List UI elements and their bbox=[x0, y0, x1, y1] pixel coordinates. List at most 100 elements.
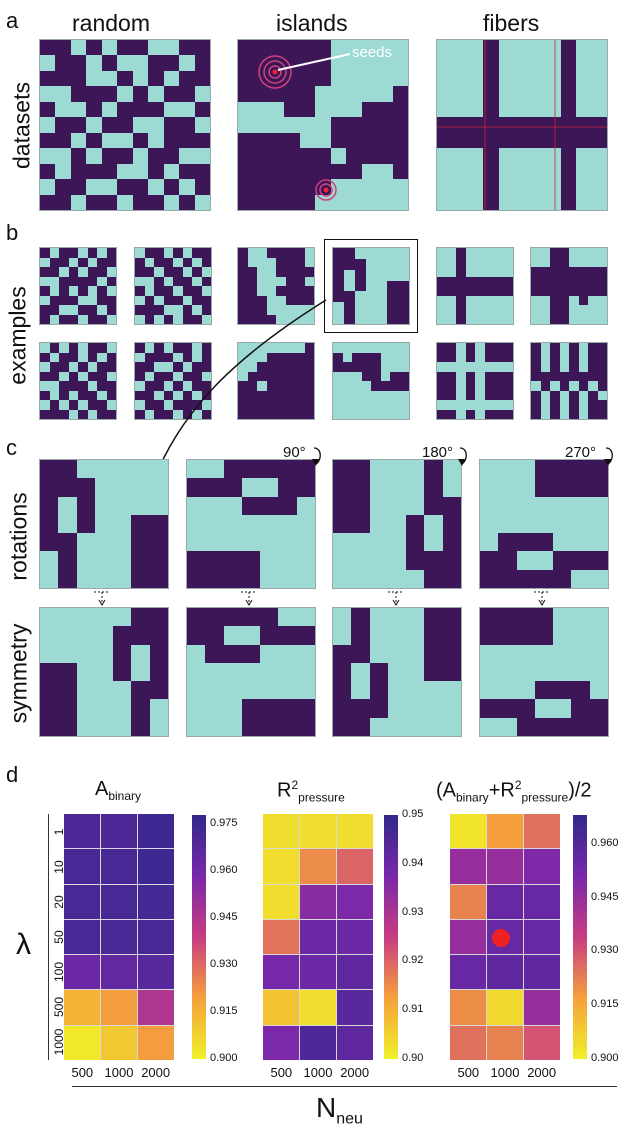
heatmap-cell bbox=[263, 1025, 299, 1060]
flip-arrow-icon-3 bbox=[388, 591, 404, 606]
colorbar-abinary bbox=[192, 815, 206, 1059]
heatmap-cell bbox=[337, 1025, 373, 1060]
heatmap-cell bbox=[138, 849, 174, 884]
heatmap-r2pressure bbox=[263, 814, 373, 1060]
title-post: )/2 bbox=[568, 779, 592, 802]
nneu-tick-label: 2000 bbox=[527, 1065, 557, 1080]
heatmap-cell bbox=[300, 884, 336, 919]
heatmap-cell bbox=[487, 990, 523, 1025]
colorbar-average bbox=[573, 815, 587, 1059]
selected-example-box bbox=[324, 239, 418, 333]
heatmap-title-r2pressure: R2pressure bbox=[277, 778, 345, 805]
heatmap-cell bbox=[450, 990, 486, 1025]
heatmap-cell bbox=[263, 919, 299, 955]
colorbar-tick-label: 0.95 bbox=[402, 808, 424, 820]
dataset-random-grid bbox=[39, 39, 211, 211]
heatmap-cell bbox=[101, 955, 137, 990]
best-model-marker bbox=[492, 929, 510, 947]
heatmap-cell bbox=[138, 955, 174, 990]
rotate-arrow-icon-90 bbox=[312, 447, 321, 466]
symmetry-270 bbox=[479, 607, 609, 737]
nneu-tick-label: 1000 bbox=[490, 1065, 520, 1080]
heatmap-cell bbox=[524, 849, 560, 884]
column-label-islands: islands bbox=[276, 10, 348, 36]
colorbar-r2pressure bbox=[384, 815, 398, 1059]
heatmap-cell bbox=[450, 919, 486, 955]
heatmap-cell bbox=[64, 1025, 100, 1060]
heatmap-cell bbox=[101, 1025, 137, 1060]
colorbar-tick-label: 0.930 bbox=[210, 958, 238, 971]
title-sup: 2 bbox=[291, 778, 299, 792]
heatmap-cell bbox=[524, 955, 560, 990]
panel-letter-c: c bbox=[6, 435, 17, 460]
heatmap-cell bbox=[300, 1025, 336, 1060]
heatmap-cell bbox=[450, 814, 486, 849]
nneu-tick-label: 1000 bbox=[104, 1065, 134, 1080]
heatmap-abinary bbox=[64, 814, 174, 1060]
title-sub: pressure bbox=[298, 790, 345, 805]
heatmap-cell bbox=[487, 849, 523, 884]
nneu-axis-line bbox=[72, 1086, 617, 1087]
heatmap-cell bbox=[487, 884, 523, 919]
example-islands-4 bbox=[332, 342, 410, 420]
angle-label-90: 90° bbox=[283, 444, 306, 461]
rotation-270 bbox=[479, 459, 609, 589]
example-random-4 bbox=[134, 342, 212, 420]
angle-label-270: 270° bbox=[565, 444, 597, 461]
title-pre: (A bbox=[436, 779, 456, 802]
colorbar-tick-label: 0.960 bbox=[210, 864, 238, 877]
lambda-axis-line bbox=[48, 814, 49, 1060]
heatmap-cell bbox=[138, 919, 174, 955]
title-sup: 2 bbox=[514, 778, 522, 792]
heatmap-cell bbox=[101, 814, 137, 849]
heatmap-cell bbox=[263, 955, 299, 990]
rotate-arrow-icon-180 bbox=[458, 447, 467, 466]
seed-markers bbox=[258, 53, 351, 201]
heatmap-cell bbox=[337, 849, 373, 884]
heatmap-cell bbox=[101, 849, 137, 884]
rotation-180 bbox=[332, 459, 462, 589]
example-islands-2 bbox=[332, 247, 410, 325]
nneu-tick-label: 500 bbox=[457, 1065, 480, 1080]
colorbar-tick-label: 0.945 bbox=[210, 911, 238, 924]
nneu-tick-label: 2000 bbox=[340, 1065, 370, 1080]
nneu-tick-label: 500 bbox=[71, 1065, 94, 1080]
title-base: A bbox=[95, 778, 109, 800]
colorbar-tick-label: 0.975 bbox=[210, 817, 238, 830]
title-mid: +R bbox=[488, 779, 515, 802]
heatmap-cell bbox=[450, 1025, 486, 1060]
heatmap-cell bbox=[524, 1025, 560, 1060]
title-sub: pressure bbox=[521, 790, 569, 805]
heatmap-cell bbox=[524, 884, 560, 919]
example-fibers-1 bbox=[436, 247, 514, 325]
heatmap-cell bbox=[101, 990, 137, 1025]
symmetry-180 bbox=[332, 607, 462, 737]
heatmap-cell bbox=[450, 955, 486, 990]
lambda-axis-label: λ bbox=[16, 928, 31, 961]
heatmap-cell bbox=[64, 919, 100, 955]
dataset-fibers-grid bbox=[436, 39, 608, 211]
nneu-tick-label: 500 bbox=[270, 1065, 293, 1080]
colorbar-tick-label: 0.960 bbox=[591, 836, 619, 849]
heatmap-cell bbox=[450, 849, 486, 884]
title-base: R bbox=[277, 779, 292, 802]
heatmap-title-average: (Abinary+R2pressure)/2 bbox=[436, 778, 592, 805]
colorbar-tick-label: 0.91 bbox=[402, 1003, 424, 1016]
nneu-tick-label: 1000 bbox=[303, 1065, 333, 1080]
symmetry-90 bbox=[186, 607, 316, 737]
rotation-arrows bbox=[312, 447, 613, 466]
dataset-islands-grid bbox=[237, 39, 409, 211]
colorbar-tick-label: 0.915 bbox=[210, 1005, 238, 1018]
heatmap-cell bbox=[300, 955, 336, 990]
heatmap-cell bbox=[524, 990, 560, 1025]
row-label-symmetry: symmetry bbox=[5, 623, 32, 724]
panel-letter-d: d bbox=[6, 762, 19, 787]
rotation-0 bbox=[39, 459, 169, 589]
heatmap-cell bbox=[450, 884, 486, 919]
axis-label-base: N bbox=[316, 1092, 337, 1123]
flip-arrow-icon-2 bbox=[241, 591, 257, 606]
heatmap-cell bbox=[138, 990, 174, 1025]
angle-label-180: 180° bbox=[422, 444, 454, 461]
flip-arrow-icon-4 bbox=[534, 591, 550, 606]
colorbar-tick-label: 0.93 bbox=[402, 905, 424, 918]
